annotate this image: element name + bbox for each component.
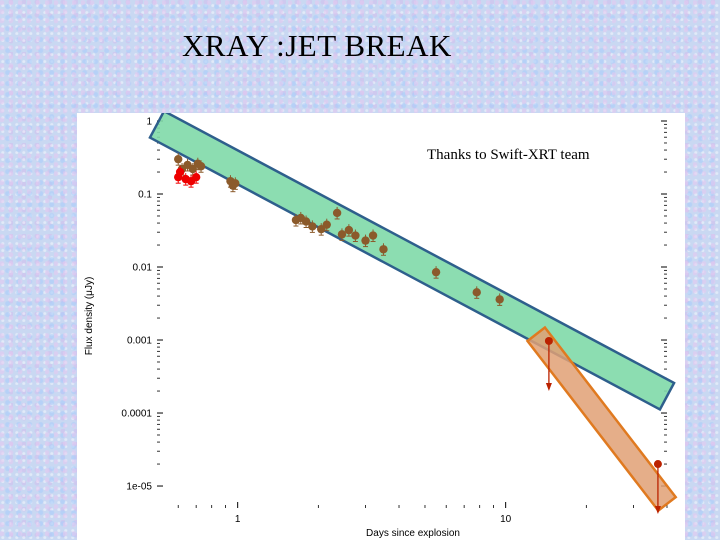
data-point xyxy=(332,208,342,218)
data-point xyxy=(231,179,240,188)
data-point xyxy=(361,236,370,245)
axes-layer: 1 0.1 0.01 0.001 0.0001 1e-05 1 10 xyxy=(121,117,668,525)
data-point xyxy=(368,231,378,240)
data-point xyxy=(337,230,347,239)
data-point xyxy=(653,460,662,469)
data-point xyxy=(191,172,201,182)
data-point xyxy=(431,267,441,277)
data-point xyxy=(188,164,197,174)
x-tick-label: 10 xyxy=(500,514,512,525)
data-point xyxy=(308,222,317,231)
orange-band xyxy=(525,325,678,513)
y-tick-label: 1 xyxy=(146,117,152,128)
data-point xyxy=(322,220,331,229)
x-tick-label: 1 xyxy=(235,514,241,525)
chart-annotation: Thanks to Swift-XRT team xyxy=(427,147,590,163)
chart-panel: 1 0.1 0.01 0.001 0.0001 1e-05 1 10 Thanks to Sw… xyxy=(77,113,685,540)
data-point xyxy=(544,336,553,345)
green-band xyxy=(148,113,676,412)
data-point xyxy=(495,295,504,304)
data-point xyxy=(379,245,388,254)
y-tick-label: 0.0001 xyxy=(121,409,152,420)
data-point xyxy=(301,217,311,226)
y-tick-label: 0.1 xyxy=(138,190,152,201)
x-axis-label: Days since explosion xyxy=(366,528,460,539)
y-tick-label: 0.01 xyxy=(133,263,153,274)
data-point xyxy=(175,167,185,177)
data-points xyxy=(174,153,662,515)
flux-chart: 1 0.1 0.01 0.001 0.0001 1e-05 1 10 Thanks to Sw… xyxy=(84,113,678,539)
data-point xyxy=(344,225,354,235)
upper-limit-arrowhead xyxy=(654,506,661,515)
data-point xyxy=(196,162,206,171)
slide-title: XRAY :JET BREAK xyxy=(182,28,452,63)
highlight-bands xyxy=(148,113,678,513)
upper-limit-arrowhead xyxy=(545,382,552,391)
data-point xyxy=(351,231,360,240)
data-point xyxy=(472,288,481,297)
y-axis-label: Flux density (μJy) xyxy=(84,277,95,356)
y-tick-label: 1e-05 xyxy=(126,482,152,493)
data-point xyxy=(174,154,183,164)
y-tick-label: 0.001 xyxy=(127,336,152,347)
